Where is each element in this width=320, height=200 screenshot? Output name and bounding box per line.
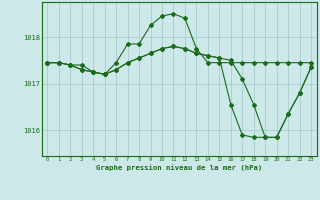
X-axis label: Graphe pression niveau de la mer (hPa): Graphe pression niveau de la mer (hPa) [96, 164, 262, 171]
